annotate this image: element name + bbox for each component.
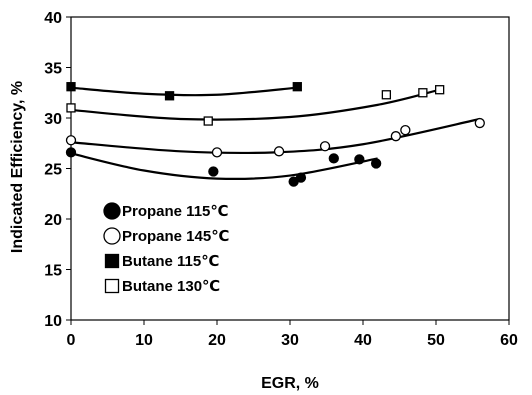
data-point-series-4 <box>66 103 76 113</box>
legend-marker-series-1 <box>103 202 121 220</box>
data-point-series-1 <box>354 154 365 165</box>
legend-label-series-4: Butane 130℃ <box>122 278 220 295</box>
legend-marker-series-4 <box>104 278 120 294</box>
legend-label-series-2: Propane 145℃ <box>122 228 229 245</box>
x-tick-label: 0 <box>67 332 76 349</box>
x-tick-label: 10 <box>135 332 153 349</box>
legend-label-series-1: Propane 115℃ <box>122 203 229 220</box>
y-axis-title: Indicated Efficiency, % <box>9 81 26 253</box>
trend-line-series-3 <box>70 86 298 97</box>
data-point-series-2 <box>273 146 285 157</box>
legend-marker-series-2 <box>103 227 121 245</box>
data-point-series-1 <box>208 166 219 177</box>
data-point-series-4 <box>434 85 445 95</box>
y-tick-label: 40 <box>44 10 62 27</box>
legend-marker-series-3 <box>104 253 120 269</box>
x-tick-label: 50 <box>427 332 445 349</box>
data-point-series-4 <box>418 88 428 98</box>
y-tick-label: 25 <box>44 162 62 179</box>
y-tick-label: 20 <box>44 212 62 229</box>
x-tick-label: 30 <box>281 332 299 349</box>
x-tick-label: 40 <box>354 332 372 349</box>
data-point-series-3 <box>292 82 302 92</box>
legend-label-series-3: Butane 115℃ <box>122 253 219 270</box>
data-point-series-2 <box>400 124 411 136</box>
plot-area: 0 10 20 30 40 50 60 10 15 20 25 30 35 40 Propane 115℃ P… <box>44 10 518 349</box>
data-point-series-1 <box>328 153 339 164</box>
data-point-series-1 <box>65 147 77 158</box>
y-tick-label: 30 <box>44 111 62 128</box>
y-tick-label: 10 <box>44 313 62 330</box>
data-point-series-1 <box>370 158 382 169</box>
data-point-series-4 <box>381 90 392 100</box>
x-tick-label: 60 <box>500 332 518 349</box>
data-point-series-2 <box>65 135 77 146</box>
data-point-series-2 <box>211 147 223 158</box>
data-point-series-2 <box>390 131 402 142</box>
data-point-series-3 <box>164 91 175 101</box>
trend-line-series-1 <box>70 152 378 181</box>
y-tick-label: 35 <box>44 61 62 78</box>
x-tick-label: 20 <box>208 332 226 349</box>
trend-line-series-4 <box>70 88 440 121</box>
x-axis-title: EGR, % <box>261 375 319 392</box>
y-tick-label: 15 <box>44 263 62 280</box>
data-point-series-3 <box>66 82 76 92</box>
data-point-series-4 <box>203 116 213 126</box>
data-point-series-2 <box>474 117 485 129</box>
data-point-series-2 <box>319 141 331 152</box>
data-point-series-1 <box>295 172 307 183</box>
